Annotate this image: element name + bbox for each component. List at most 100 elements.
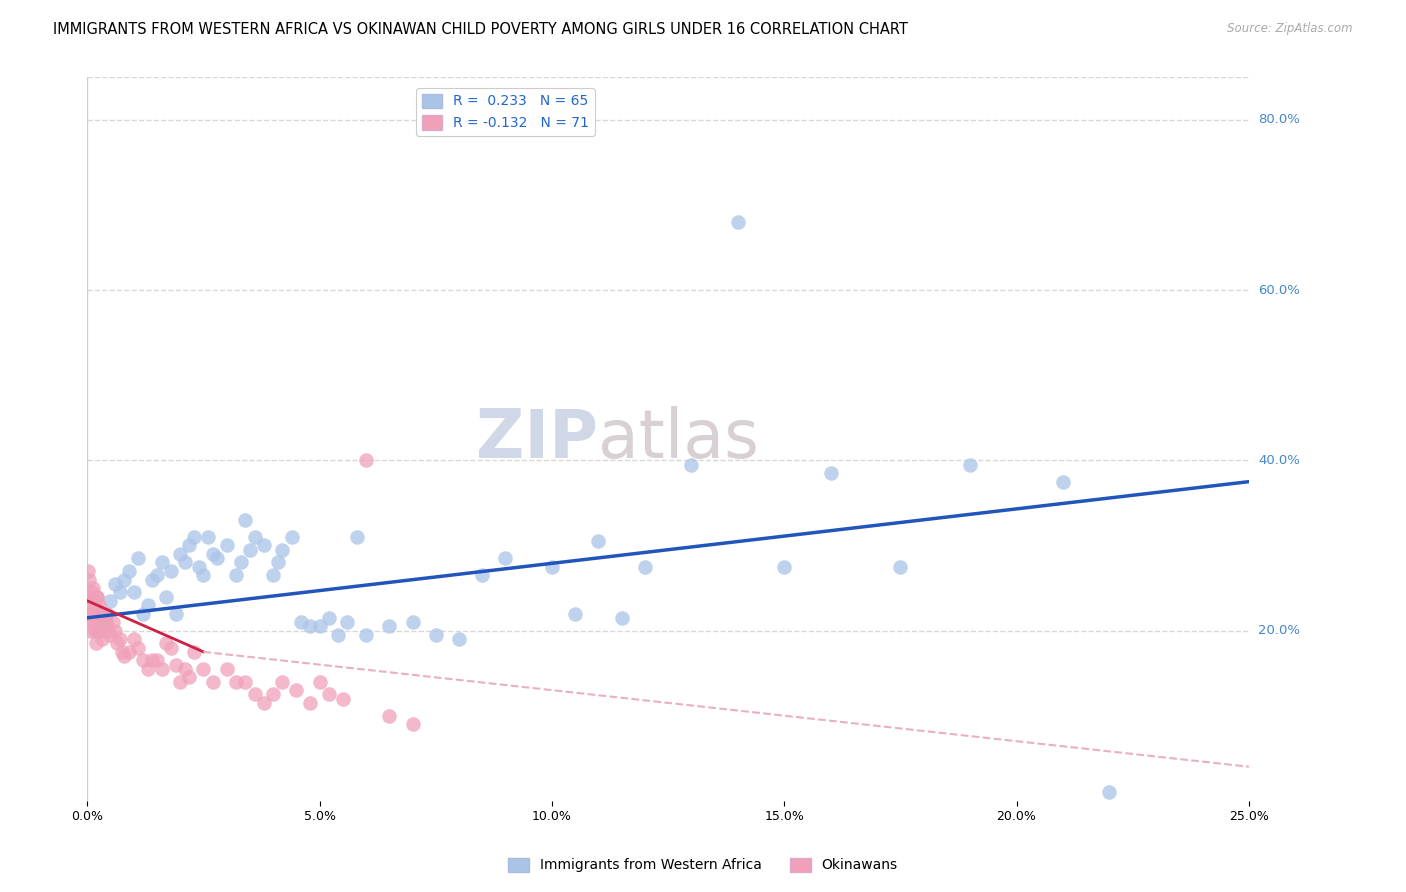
Point	[681, 458, 703, 472]
Point	[77, 590, 100, 604]
Point	[100, 594, 122, 608]
Point	[215, 539, 238, 553]
Point	[136, 598, 159, 612]
Point	[82, 598, 104, 612]
Text: atlas: atlas	[599, 406, 759, 472]
Point	[146, 568, 169, 582]
Point	[271, 542, 294, 557]
Point	[332, 691, 354, 706]
Point	[104, 576, 127, 591]
Point	[727, 215, 749, 229]
Point	[541, 559, 564, 574]
Point	[107, 636, 129, 650]
Point	[108, 585, 131, 599]
Point	[90, 607, 112, 621]
Point	[100, 628, 122, 642]
Point	[141, 653, 163, 667]
Point	[122, 585, 145, 599]
Point	[77, 564, 100, 578]
Point	[165, 657, 187, 672]
Point	[243, 530, 266, 544]
Text: Source: ZipAtlas.com: Source: ZipAtlas.com	[1227, 22, 1353, 36]
Point	[197, 530, 219, 544]
Point	[207, 551, 229, 566]
Point	[160, 640, 183, 655]
Point	[193, 662, 215, 676]
Point	[112, 649, 135, 664]
Point	[471, 568, 494, 582]
Point	[187, 559, 209, 574]
Point	[285, 683, 308, 698]
Point	[201, 674, 224, 689]
Point	[243, 687, 266, 701]
Point	[90, 607, 112, 621]
Point	[84, 636, 107, 650]
Point	[239, 542, 262, 557]
Point	[290, 615, 312, 629]
Point	[87, 598, 110, 612]
Point	[96, 607, 118, 621]
Point	[118, 645, 141, 659]
Point	[271, 674, 294, 689]
Point	[201, 547, 224, 561]
Point	[299, 696, 322, 710]
Point	[141, 573, 163, 587]
Point	[233, 513, 256, 527]
Point	[165, 607, 187, 621]
Point	[94, 615, 117, 629]
Point	[233, 674, 256, 689]
Point	[91, 632, 114, 646]
Point	[225, 674, 247, 689]
Point	[77, 573, 100, 587]
Point	[108, 632, 131, 646]
Point	[87, 624, 110, 638]
Point	[155, 590, 177, 604]
Point	[146, 653, 169, 667]
Point	[354, 628, 377, 642]
Legend: Immigrants from Western Africa, Okinawans: Immigrants from Western Africa, Okinawan…	[502, 852, 904, 878]
Point	[253, 539, 276, 553]
Point	[354, 453, 377, 467]
Point	[280, 530, 302, 544]
Point	[150, 556, 173, 570]
Point	[101, 615, 124, 629]
Point	[93, 607, 115, 621]
Point	[193, 568, 215, 582]
Point	[959, 458, 981, 472]
Legend: R =  0.233   N = 65, R = -0.132   N = 71: R = 0.233 N = 65, R = -0.132 N = 71	[416, 88, 595, 136]
Point	[89, 615, 111, 629]
Text: 20.0%: 20.0%	[1258, 624, 1301, 637]
Point	[253, 696, 276, 710]
Point	[262, 568, 284, 582]
Point	[336, 615, 359, 629]
Point	[118, 564, 141, 578]
Point	[83, 607, 105, 621]
Point	[1098, 785, 1121, 799]
Point	[564, 607, 586, 621]
Point	[86, 590, 108, 604]
Point	[262, 687, 284, 701]
Point	[87, 607, 110, 621]
Point	[889, 559, 911, 574]
Point	[401, 717, 423, 731]
Point	[169, 547, 191, 561]
Point	[160, 564, 183, 578]
Point	[97, 624, 120, 638]
Point	[225, 568, 247, 582]
Text: 80.0%: 80.0%	[1258, 113, 1301, 127]
Point	[132, 653, 155, 667]
Point	[346, 530, 368, 544]
Point	[132, 607, 155, 621]
Point	[1052, 475, 1074, 489]
Point	[308, 619, 330, 633]
Point	[299, 619, 322, 633]
Point	[773, 559, 796, 574]
Point	[80, 585, 103, 599]
Point	[79, 607, 101, 621]
Point	[79, 624, 101, 638]
Point	[104, 624, 127, 638]
Point	[112, 573, 135, 587]
Point	[83, 607, 105, 621]
Point	[179, 539, 201, 553]
Point	[173, 662, 195, 676]
